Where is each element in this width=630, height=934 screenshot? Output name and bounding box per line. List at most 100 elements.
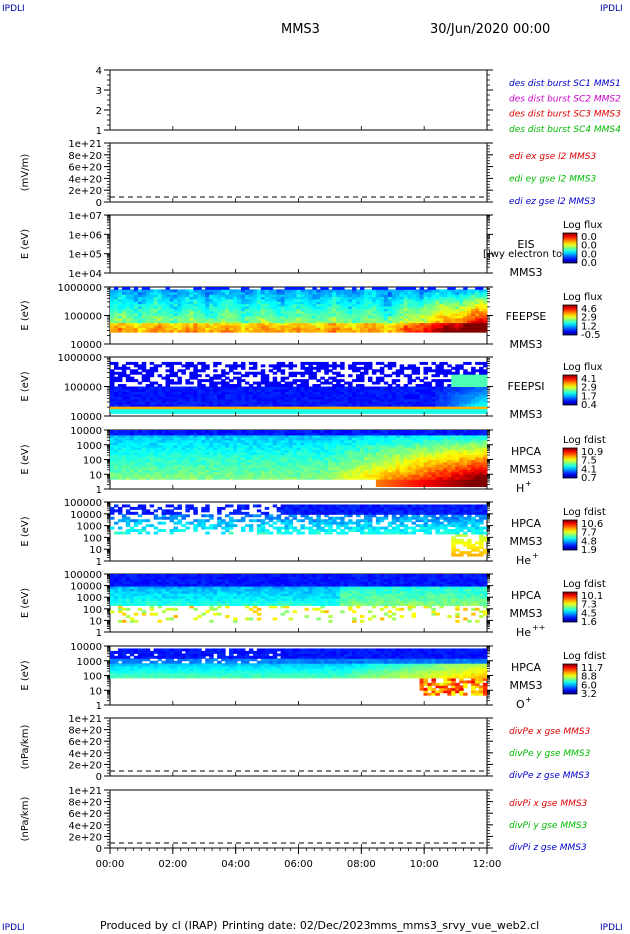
spectrogram-pixel bbox=[133, 466, 139, 470]
spectrogram-pixel bbox=[221, 308, 226, 312]
spectrogram-pixel bbox=[145, 291, 151, 295]
spectrogram-pixel bbox=[371, 294, 377, 298]
spectrogram-pixel bbox=[157, 474, 163, 478]
spectrogram-pixel bbox=[169, 306, 174, 309]
spectrogram-pixel bbox=[121, 474, 127, 478]
spectrogram-pixel bbox=[479, 408, 484, 412]
spectrogram-pixel bbox=[288, 320, 294, 324]
spectrogram-pixel bbox=[455, 317, 460, 321]
spectrogram-pixel bbox=[280, 325, 286, 328]
spectrogram-pixel bbox=[280, 439, 286, 443]
spectrogram-pixel bbox=[256, 434, 262, 438]
spectrogram-pixel bbox=[363, 466, 369, 470]
spectrogram-pixel bbox=[201, 369, 206, 373]
spectrogram-pixel bbox=[129, 391, 135, 395]
spectrogram-pixel bbox=[157, 406, 163, 410]
spectrogram-pixel bbox=[169, 379, 174, 383]
spectrogram-pixel bbox=[423, 408, 428, 412]
spectrogram-pixel bbox=[324, 447, 329, 451]
spectrogram-pixel bbox=[272, 308, 278, 312]
spectrogram-pixel bbox=[209, 386, 214, 390]
spectrogram-pixel bbox=[236, 411, 242, 415]
spectrogram-pixel bbox=[133, 329, 139, 333]
spectrogram-pixel bbox=[463, 327, 468, 331]
spectrogram-pixel bbox=[225, 298, 230, 302]
spectrogram-pixel bbox=[348, 329, 353, 333]
spectrogram-pixel bbox=[391, 308, 397, 312]
spectrogram-pixel bbox=[113, 291, 119, 295]
spectrogram-pixel bbox=[121, 447, 127, 451]
spectrogram-pixel bbox=[324, 379, 329, 383]
spectrogram-pixel bbox=[395, 325, 401, 328]
spectrogram-pixel bbox=[423, 391, 428, 395]
spectrogram-pixel bbox=[375, 444, 381, 448]
spectrogram-pixel bbox=[181, 449, 186, 453]
spectrogram-pixel bbox=[244, 317, 250, 321]
spectrogram-pixel bbox=[268, 442, 274, 446]
spectrogram-pixel bbox=[308, 294, 313, 298]
spectrogram-pixel bbox=[197, 325, 202, 328]
spectrogram-pixel bbox=[435, 310, 440, 314]
spectrogram-pixel bbox=[240, 310, 246, 314]
spectrogram-pixel bbox=[141, 327, 147, 331]
spectrogram-pixel bbox=[221, 442, 226, 446]
spectrogram-pixel bbox=[312, 376, 317, 380]
spectrogram-pixel bbox=[427, 366, 432, 370]
spectrogram-pixel bbox=[435, 398, 440, 402]
spectrogram-pixel bbox=[181, 444, 186, 448]
spectrogram-pixel bbox=[312, 439, 317, 443]
spectrogram-pixel bbox=[352, 364, 357, 368]
spectrogram-pixel bbox=[225, 430, 230, 433]
spectrogram-pixel bbox=[201, 320, 206, 324]
spectrogram-pixel bbox=[256, 301, 262, 305]
spectrogram-pixel bbox=[304, 466, 309, 470]
spectrogram-pixel bbox=[415, 301, 421, 305]
spectrogram-pixel bbox=[356, 439, 361, 443]
spectrogram-pixel bbox=[324, 329, 329, 333]
spectrogram-pixel bbox=[229, 366, 234, 370]
spectrogram-pixel bbox=[455, 379, 460, 383]
spectrogram-pixel bbox=[435, 317, 440, 321]
spectrogram-pixel bbox=[320, 298, 325, 302]
spectrogram-pixel bbox=[181, 411, 186, 415]
spectrogram-pixel bbox=[256, 384, 262, 387]
spectrogram-pixel bbox=[387, 327, 393, 331]
spectrogram-pixel bbox=[209, 442, 214, 446]
spectrogram-pixel bbox=[217, 408, 222, 412]
spectrogram-pixel bbox=[181, 474, 186, 478]
spectrogram-pixel bbox=[149, 296, 155, 300]
spectrogram-pixel bbox=[181, 301, 186, 305]
spectrogram-pixel bbox=[145, 322, 151, 326]
spectrogram-pixel bbox=[189, 401, 194, 405]
spectrogram-pixel bbox=[125, 296, 131, 300]
spectrogram-pixel bbox=[221, 476, 226, 480]
spectrogram-pixel bbox=[288, 310, 294, 314]
spectrogram-pixel bbox=[296, 469, 301, 473]
spectrogram-pixel bbox=[248, 371, 254, 375]
spectrogram-pixel bbox=[205, 452, 210, 456]
spectrogram-pixel bbox=[161, 476, 167, 480]
spectrogram-pixel bbox=[451, 374, 456, 378]
spectrogram-pixel bbox=[233, 408, 238, 412]
spectrogram-pixel bbox=[209, 449, 214, 453]
spectrogram-pixel bbox=[475, 384, 480, 387]
spectrogram-pixel bbox=[189, 364, 194, 368]
spectrogram-pixel bbox=[149, 474, 155, 478]
spectrogram-pixel bbox=[356, 411, 361, 415]
spectrogram-pixel bbox=[244, 406, 250, 410]
spectrogram-pixel bbox=[415, 376, 421, 380]
spectrogram-pixel bbox=[296, 327, 301, 331]
spectrogram-pixel bbox=[304, 329, 309, 333]
spectrogram-pixel bbox=[292, 469, 298, 473]
spectrogram-pixel bbox=[276, 315, 282, 319]
spectrogram-pixel bbox=[455, 325, 460, 328]
spectrogram-pixel bbox=[300, 301, 305, 305]
spectrogram-pixel bbox=[284, 411, 290, 415]
spectrogram-pixel bbox=[344, 313, 349, 317]
spectrogram-pixel bbox=[213, 287, 218, 290]
ytick-label: 4e+20 bbox=[68, 174, 102, 185]
spectrogram-pixel bbox=[165, 403, 171, 407]
spectrogram-pixel bbox=[312, 411, 317, 415]
spectrogram-pixel bbox=[332, 401, 337, 405]
spectrogram-pixel bbox=[340, 287, 345, 290]
